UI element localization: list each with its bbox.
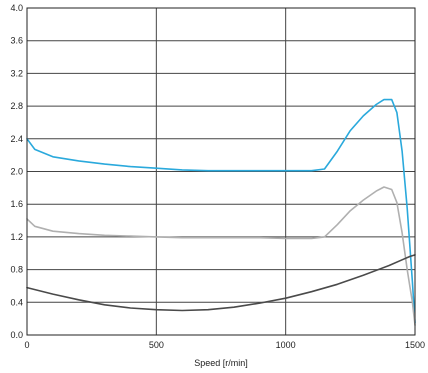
x-tick-label: 1000 bbox=[276, 340, 296, 350]
y-tick-label: 3.2 bbox=[10, 68, 23, 78]
y-tick-label: 0.0 bbox=[10, 330, 23, 340]
x-tick-labels: 0 500 1000 1500 bbox=[24, 340, 425, 350]
y-tick-label: 1.6 bbox=[10, 199, 23, 209]
series-lines bbox=[26, 98, 416, 327]
series-line-3 bbox=[26, 254, 416, 312]
y-tick-labels: 0.0 0.4 0.8 1.2 1.6 2.0 2.4 2.8 3.2 3.6 4.0 bbox=[10, 3, 23, 340]
y-tick-label: 2.0 bbox=[10, 167, 23, 177]
y-tick-label: 0.8 bbox=[10, 265, 23, 275]
x-tick-label: 500 bbox=[149, 340, 164, 350]
x-axis-title: Speed [r/min] bbox=[194, 358, 248, 368]
y-tick-label: 4.0 bbox=[10, 3, 23, 13]
y-tick-label: 2.4 bbox=[10, 134, 23, 144]
x-tick-label: 0 bbox=[24, 340, 29, 350]
y-tick-label: 2.8 bbox=[10, 101, 23, 111]
plot-frame bbox=[26, 7, 416, 336]
y-tick-label: 3.6 bbox=[10, 36, 23, 46]
series-line-2 bbox=[26, 186, 416, 327]
x-tick-label: 1500 bbox=[405, 340, 425, 350]
y-tick-label: 0.4 bbox=[10, 297, 23, 307]
series-line-1 bbox=[26, 98, 416, 324]
y-tick-label: 1.2 bbox=[10, 232, 23, 242]
